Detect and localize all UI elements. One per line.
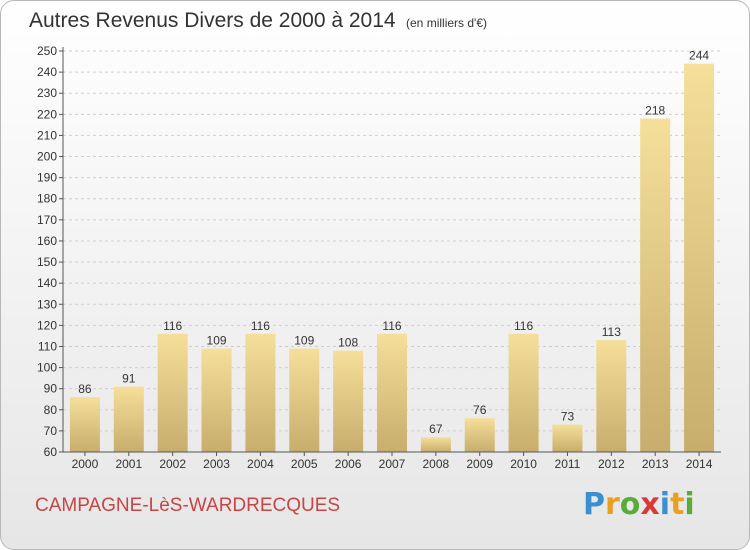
logo-letter: i bbox=[684, 487, 695, 522]
y-tick-label: 220 bbox=[37, 107, 57, 121]
x-tick-label: 2006 bbox=[335, 457, 362, 471]
y-tick-label: 120 bbox=[37, 318, 57, 332]
x-tick-label: 2004 bbox=[247, 457, 274, 471]
x-tick-label: 2000 bbox=[72, 457, 99, 471]
bar-value-label: 116 bbox=[382, 319, 401, 333]
x-tick-label: 2007 bbox=[379, 457, 406, 471]
y-tick-label: 180 bbox=[37, 192, 57, 206]
bar-value-label: 116 bbox=[514, 319, 533, 333]
chart-title: Autres Revenus Divers de 2000 à 2014 (en… bbox=[29, 9, 487, 33]
logo-letter: i bbox=[659, 487, 671, 522]
y-tick-label: 130 bbox=[37, 297, 57, 311]
bar-value-label: 108 bbox=[338, 336, 358, 350]
bar-value-label: 67 bbox=[429, 422, 443, 436]
bar bbox=[420, 437, 451, 452]
y-tick-label: 240 bbox=[37, 65, 57, 79]
x-tick-label: 2012 bbox=[598, 457, 625, 471]
bar-value-label: 86 bbox=[78, 382, 92, 396]
y-tick-label: 230 bbox=[37, 86, 57, 100]
bar-value-label: 76 bbox=[473, 403, 487, 417]
bar bbox=[596, 340, 627, 452]
bar bbox=[377, 333, 407, 452]
y-tick-label: 90 bbox=[44, 382, 58, 396]
bar bbox=[508, 333, 539, 452]
commune-name: CAMPAGNE-LèS-WARDRECQUES bbox=[35, 495, 341, 516]
logo-letter: r bbox=[605, 487, 620, 522]
x-tick-label: 2001 bbox=[115, 457, 142, 471]
bar bbox=[245, 333, 276, 452]
bar-value-label: 116 bbox=[163, 319, 182, 333]
bar-value-label: 113 bbox=[602, 325, 621, 339]
bar-value-label: 91 bbox=[122, 372, 136, 386]
bar bbox=[113, 386, 144, 452]
y-tick-label: 80 bbox=[44, 403, 58, 417]
x-tick-label: 2013 bbox=[642, 457, 669, 471]
x-tick-label: 2011 bbox=[555, 457, 581, 471]
bar bbox=[464, 418, 495, 452]
bar bbox=[157, 333, 188, 452]
bar-value-label: 218 bbox=[645, 104, 665, 118]
y-tick-label: 170 bbox=[37, 213, 57, 227]
x-tick-label: 2005 bbox=[291, 457, 318, 471]
y-tick-label: 190 bbox=[37, 171, 57, 185]
bar bbox=[640, 118, 671, 453]
bar bbox=[684, 63, 715, 453]
bar-value-label: 116 bbox=[251, 319, 270, 333]
y-tick-label: 60 bbox=[44, 445, 58, 459]
y-tick-label: 70 bbox=[44, 424, 58, 438]
x-tick-label: 2009 bbox=[466, 457, 493, 471]
x-tick-label: 2002 bbox=[159, 457, 186, 471]
y-tick-label: 250 bbox=[37, 44, 57, 58]
chart-title-main: Autres Revenus Divers de 2000 à 2014 bbox=[29, 9, 396, 32]
logo-letter: x bbox=[640, 487, 660, 522]
x-tick-label: 2003 bbox=[203, 457, 230, 471]
y-tick-label: 100 bbox=[37, 361, 57, 375]
y-tick-label: 160 bbox=[37, 234, 57, 248]
y-tick-label: 210 bbox=[37, 128, 57, 142]
x-tick-label: 2010 bbox=[510, 457, 537, 471]
x-tick-label: 2008 bbox=[423, 457, 450, 471]
logo-letter: o bbox=[619, 487, 641, 522]
bar-value-label: 109 bbox=[294, 334, 314, 348]
bar bbox=[289, 348, 320, 452]
y-tick-label: 150 bbox=[37, 255, 57, 269]
bar-value-label: 109 bbox=[207, 334, 227, 348]
bar-value-label: 244 bbox=[689, 49, 709, 63]
bar bbox=[552, 424, 583, 452]
proxiti-logo: Proxiti bbox=[583, 487, 695, 522]
logo-letter: t bbox=[670, 487, 685, 522]
bar bbox=[69, 397, 100, 452]
y-tick-label: 140 bbox=[37, 276, 57, 290]
chart-title-unit: (en milliers d'€) bbox=[406, 16, 487, 30]
bar bbox=[333, 350, 364, 452]
logo-letter: P bbox=[583, 487, 605, 522]
x-tick-label: 2014 bbox=[686, 457, 713, 471]
bar-value-label: 73 bbox=[561, 410, 575, 424]
y-tick-label: 110 bbox=[38, 339, 57, 353]
y-tick-label: 200 bbox=[37, 150, 57, 164]
bar bbox=[201, 348, 232, 452]
